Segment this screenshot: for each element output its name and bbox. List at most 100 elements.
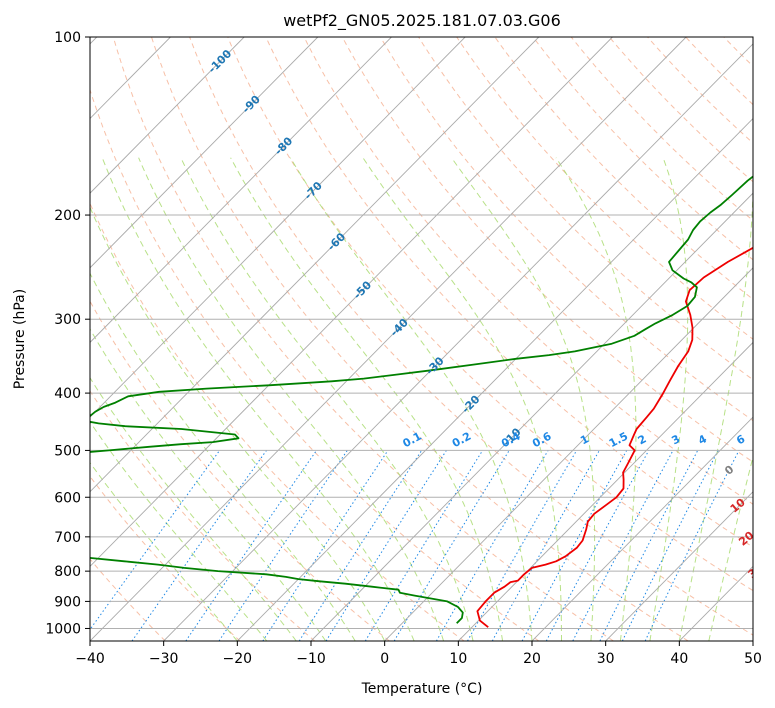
dry-adiabat	[570, 37, 753, 222]
dry-adiabat	[532, 37, 753, 261]
x-tick-label: 30	[597, 651, 615, 667]
isotherm-line	[90, 37, 319, 269]
dry-adiabat	[90, 300, 390, 641]
x-tick-label: 10	[449, 651, 467, 667]
isotherm-line	[90, 37, 540, 493]
dry-adiabat	[723, 37, 753, 67]
isotherm-line	[384, 267, 753, 641]
dry-adiabat	[379, 37, 753, 422]
moist-adiabat-label: 40	[756, 593, 775, 613]
isotherm-line	[679, 565, 753, 641]
y-tick-label: 900	[54, 594, 81, 610]
dry-adiabat	[90, 475, 241, 641]
y-tick-label: 100	[54, 30, 81, 46]
moist-adiabat	[180, 157, 474, 641]
isotherm-line	[90, 37, 392, 344]
dry-adiabat	[227, 37, 753, 592]
moist-adiabat	[90, 272, 356, 641]
isotherm-line	[90, 37, 466, 418]
isotherm-line	[90, 37, 687, 641]
dry-adiabat	[494, 37, 753, 300]
dewpoint-line	[90, 175, 753, 624]
dry-adiabat	[90, 88, 540, 641]
dry-adiabat	[303, 37, 753, 505]
moist-adiabat	[362, 157, 562, 641]
x-tick-label: −20	[223, 651, 253, 667]
chart-title: wetPf2_GN05.2025.181.07.03.G06	[283, 11, 561, 31]
dry-adiabat	[608, 37, 753, 183]
isotherm-line	[752, 640, 753, 641]
mixing-ratio-line	[218, 450, 348, 641]
mixing-ratio-line	[467, 450, 578, 641]
isotherm-line	[163, 43, 753, 641]
isotherm-line	[237, 117, 753, 641]
y-tick-label: 700	[54, 530, 81, 546]
dry-adiabat	[90, 202, 465, 641]
x-axis-ticks: −40 −30 −20 −10 0 10 20 30 40 50	[75, 641, 762, 667]
dry-adiabat	[762, 37, 775, 641]
x-tick-label: 40	[670, 651, 688, 667]
mixing-ratio-label: 3	[669, 432, 682, 447]
mixing-ratio-label: 0.1	[401, 430, 424, 451]
profile-lines	[90, 175, 753, 628]
y-tick-label: 800	[54, 564, 81, 580]
mixing-ratio-line	[298, 450, 423, 641]
mixing-ratio-line	[545, 450, 650, 641]
x-tick-label: −40	[75, 651, 105, 667]
x-tick-label: −10	[296, 651, 326, 667]
y-tick-label: 300	[54, 312, 81, 328]
mixing-ratio-line	[325, 450, 447, 641]
mixing-ratio-line	[521, 450, 628, 641]
mixing-ratio-line	[364, 450, 484, 641]
mixing-ratio-label: 0.2	[450, 430, 473, 451]
isotherm-line	[605, 491, 753, 641]
mixing-ratio-line	[90, 450, 221, 631]
x-tick-label: −30	[149, 651, 179, 667]
mixing-ratio-line	[644, 450, 740, 641]
background-lines	[90, 37, 775, 641]
moist-adiabat	[90, 328, 327, 641]
isotherm-line	[310, 192, 753, 641]
dry-adiabat	[151, 37, 689, 641]
dry-adiabat	[418, 37, 753, 381]
x-axis-label: Temperature (°C)	[361, 681, 483, 697]
moist-adiabat-label: 0	[722, 463, 736, 478]
temperature-line	[476, 246, 753, 628]
y-axis-label: Pressure (hPa)	[12, 289, 28, 389]
y-tick-label: 1000	[45, 621, 81, 637]
y-tick-label: 200	[54, 208, 81, 224]
dry-adiabat	[189, 37, 753, 636]
plot-frame	[89, 36, 754, 642]
moist-adiabat	[678, 157, 753, 641]
moist-adiabat-label: 20	[736, 529, 756, 549]
mixing-ratio-line	[131, 450, 267, 641]
x-tick-label: 20	[523, 651, 541, 667]
mixing-ratio-label: 2	[636, 432, 649, 447]
dry-adiabat	[90, 390, 316, 641]
x-tick-label: 0	[380, 651, 389, 667]
moist-adiabat	[101, 157, 415, 641]
dry-adiabat	[265, 37, 753, 548]
dry-adiabat	[647, 37, 753, 144]
dry-adiabat	[456, 37, 753, 340]
isotherm-line	[90, 37, 245, 194]
mixing-ratio-line	[491, 450, 600, 641]
dry-adiabat	[341, 37, 753, 463]
isotherm-line	[531, 416, 753, 641]
moist-adiabat	[451, 157, 596, 641]
moist-adiabat	[289, 157, 533, 641]
y-tick-label: 500	[54, 443, 81, 459]
mixing-ratio-label: 1.5	[607, 430, 630, 451]
isotherm-line	[90, 37, 613, 568]
line-labels: -100-90-80-70-60-50-40-30-20-100.1 0.2 0.4…	[206, 47, 775, 613]
moist-adiabat	[90, 376, 297, 641]
moist-adiabat	[649, 157, 689, 641]
dry-adiabat	[112, 37, 614, 641]
x-tick-label: 50	[744, 651, 762, 667]
moist-adiabat-label: 30	[746, 561, 766, 581]
mixing-ratio-line	[393, 450, 510, 641]
mixing-ratio-line	[435, 450, 549, 641]
y-tick-label: 600	[54, 490, 81, 506]
y-axis-ticks: 100 200 300 400 500 600 700 800 900 1000	[45, 30, 90, 637]
